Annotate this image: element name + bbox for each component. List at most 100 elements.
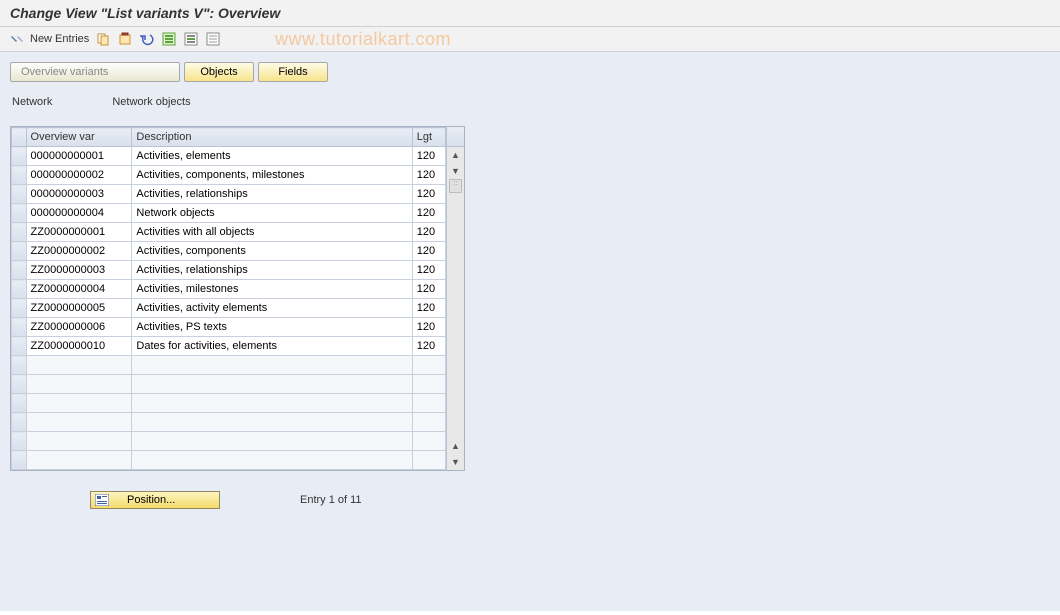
delete-icon[interactable] [117, 31, 133, 47]
row-selector[interactable] [12, 242, 27, 261]
copy-icon[interactable] [95, 31, 111, 47]
table-row[interactable]: ZZ0000000003Activities, relationships120 [12, 261, 446, 280]
cell-overview-var[interactable]: ZZ0000000006 [26, 318, 132, 337]
cell-lgt[interactable]: 120 [412, 280, 445, 299]
cell-description[interactable]: Activities, PS texts [132, 318, 412, 337]
table-row[interactable]: ZZ0000000006Activities, PS texts120 [12, 318, 446, 337]
cell-description[interactable]: Activities, activity elements [132, 299, 412, 318]
row-selector[interactable] [12, 280, 27, 299]
cell-lgt[interactable]: 120 [412, 299, 445, 318]
cell-empty [412, 394, 445, 413]
cell-description[interactable]: Activities, milestones [132, 280, 412, 299]
cell-empty [412, 451, 445, 470]
table-row[interactable]: ZZ0000000001Activities with all objects1… [12, 223, 446, 242]
tab-fields[interactable]: Fields [258, 62, 328, 82]
table-row-empty [12, 394, 446, 413]
position-icon [95, 494, 109, 506]
row-selector[interactable] [12, 166, 27, 185]
cell-description[interactable]: Activities, relationships [132, 261, 412, 280]
cell-lgt[interactable]: 120 [412, 223, 445, 242]
row-selector[interactable] [12, 261, 27, 280]
cell-description[interactable]: Dates for activities, elements [132, 337, 412, 356]
new-entries-button[interactable]: New Entries [30, 33, 89, 45]
cell-description[interactable]: Activities with all objects [132, 223, 412, 242]
cell-description[interactable]: Activities, components [132, 242, 412, 261]
table-row[interactable]: 000000000002Activities, components, mile… [12, 166, 446, 185]
row-selector[interactable] [12, 375, 27, 394]
tab-overview-variants[interactable]: Overview variants [10, 62, 180, 82]
cell-lgt[interactable]: 120 [412, 318, 445, 337]
cell-lgt[interactable]: 120 [412, 242, 445, 261]
cell-overview-var[interactable]: 000000000004 [26, 204, 132, 223]
select-block-icon[interactable] [183, 31, 199, 47]
cell-lgt[interactable]: 120 [412, 337, 445, 356]
row-selector[interactable] [12, 451, 27, 470]
table-row[interactable]: 000000000003Activities, relationships120 [12, 185, 446, 204]
deselect-all-icon[interactable] [205, 31, 221, 47]
scroll-track[interactable] [447, 193, 464, 438]
column-description[interactable]: Description [132, 128, 412, 147]
toggle-icon[interactable] [10, 32, 24, 46]
scrollbar-header-spacer [447, 127, 464, 147]
scroll-down2-icon[interactable]: ▼ [447, 454, 464, 470]
table-row[interactable]: ZZ0000000005Activities, activity element… [12, 299, 446, 318]
column-selector[interactable] [12, 128, 27, 147]
column-overview-var[interactable]: Overview var [26, 128, 132, 147]
scroll-up2-icon[interactable]: ▲ [447, 438, 464, 454]
row-selector[interactable] [12, 394, 27, 413]
cell-overview-var[interactable]: ZZ0000000010 [26, 337, 132, 356]
row-selector[interactable] [12, 318, 27, 337]
new-entries-label: New Entries [30, 33, 89, 45]
cell-lgt[interactable]: 120 [412, 147, 445, 166]
cell-lgt[interactable]: 120 [412, 204, 445, 223]
row-selector[interactable] [12, 223, 27, 242]
undo-icon[interactable] [139, 31, 155, 47]
position-label: Position... [127, 494, 175, 506]
row-selector[interactable] [12, 432, 27, 451]
row-selector[interactable] [12, 356, 27, 375]
select-all-icon[interactable] [161, 31, 177, 47]
cell-overview-var[interactable]: ZZ0000000005 [26, 299, 132, 318]
table-row[interactable]: 000000000004Network objects120 [12, 204, 446, 223]
table-row-empty [12, 375, 446, 394]
cell-description[interactable]: Network objects [132, 204, 412, 223]
table-row[interactable]: 000000000001Activities, elements120 [12, 147, 446, 166]
table-row[interactable]: ZZ0000000010Dates for activities, elemen… [12, 337, 446, 356]
row-selector[interactable] [12, 413, 27, 432]
cell-description[interactable]: Activities, elements [132, 147, 412, 166]
page-title: Change View "List variants V": Overview [10, 5, 280, 21]
cell-overview-var[interactable]: ZZ0000000002 [26, 242, 132, 261]
scroll-up-icon[interactable]: ▲ [447, 147, 464, 163]
column-lgt[interactable]: Lgt [412, 128, 445, 147]
cell-empty [26, 356, 132, 375]
vertical-scrollbar[interactable]: ▲ ▼ :: ▲ ▼ [446, 127, 464, 470]
table-row[interactable]: ZZ0000000002Activities, components120 [12, 242, 446, 261]
cell-overview-var[interactable]: ZZ0000000001 [26, 223, 132, 242]
cell-empty [412, 432, 445, 451]
cell-empty [132, 394, 412, 413]
table-row[interactable]: ZZ0000000004Activities, milestones120 [12, 280, 446, 299]
cell-overview-var[interactable]: ZZ0000000003 [26, 261, 132, 280]
cell-overview-var[interactable]: 000000000002 [26, 166, 132, 185]
cell-overview-var[interactable]: 000000000001 [26, 147, 132, 166]
cell-overview-var[interactable]: 000000000003 [26, 185, 132, 204]
row-selector[interactable] [12, 299, 27, 318]
tab-row: Overview variants Objects Fields [10, 62, 1050, 82]
cell-description[interactable]: Activities, relationships [132, 185, 412, 204]
cell-lgt[interactable]: 120 [412, 261, 445, 280]
cell-description[interactable]: Activities, components, milestones [132, 166, 412, 185]
table-container: Overview var Description Lgt 00000000000… [10, 126, 465, 471]
watermark-text: www.tutorialkart.com [275, 29, 451, 50]
row-selector[interactable] [12, 147, 27, 166]
row-selector[interactable] [12, 204, 27, 223]
table-row-empty [12, 413, 446, 432]
cell-lgt[interactable]: 120 [412, 185, 445, 204]
tab-objects[interactable]: Objects [184, 62, 254, 82]
scroll-down-icon[interactable]: ▼ [447, 163, 464, 179]
row-selector[interactable] [12, 185, 27, 204]
scroll-handle-top-icon[interactable]: :: [449, 179, 462, 193]
cell-overview-var[interactable]: ZZ0000000004 [26, 280, 132, 299]
row-selector[interactable] [12, 337, 27, 356]
position-button[interactable]: Position... [90, 491, 220, 509]
cell-lgt[interactable]: 120 [412, 166, 445, 185]
